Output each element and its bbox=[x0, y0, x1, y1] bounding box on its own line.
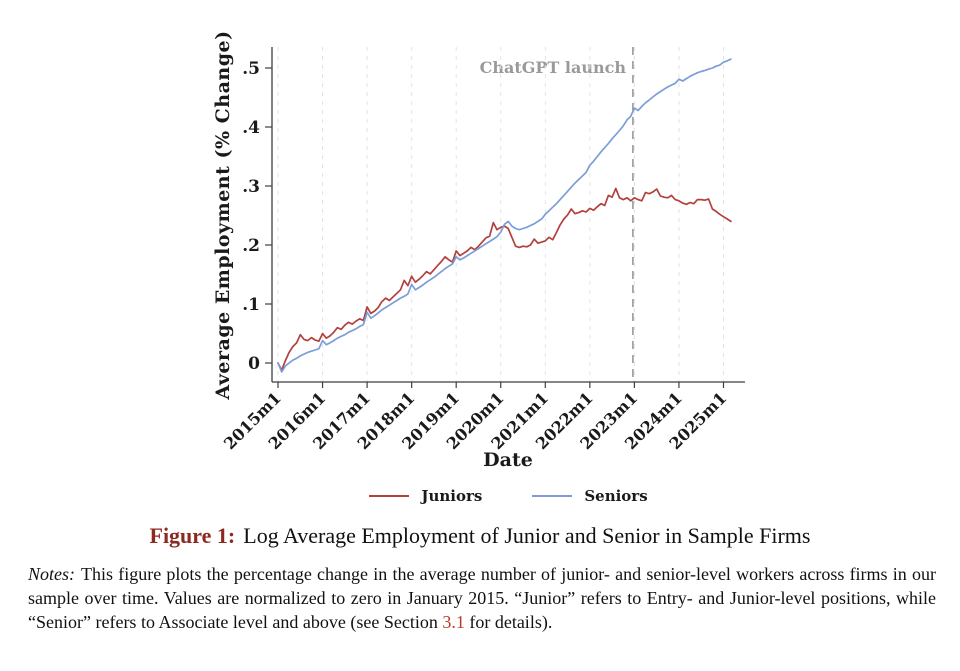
legend-item-seniors: Seniors bbox=[532, 487, 648, 505]
x-axis-title: Date bbox=[483, 449, 533, 471]
y-axis-title: Average Employment (% Change) bbox=[212, 30, 234, 400]
employment-chart: Average Employment (% Change) ChatGPT la… bbox=[212, 30, 745, 471]
figure-notes: Notes: This figure plots the percentage c… bbox=[28, 562, 936, 634]
seniors-line-swatch bbox=[532, 495, 573, 497]
y-tick-label: 0 bbox=[248, 354, 260, 374]
figure-caption-text: Log Average Employment of Junior and Sen… bbox=[243, 523, 811, 548]
legend-item-juniors: Juniors bbox=[369, 487, 482, 505]
chart-legend: Juniors Seniors bbox=[272, 487, 745, 505]
series-line-juniors bbox=[277, 187, 732, 371]
legend-label-seniors: Seniors bbox=[584, 487, 648, 505]
figure-caption: Figure 1: Log Average Employment of Junio… bbox=[0, 523, 960, 549]
section-link[interactable]: 3.1 bbox=[442, 612, 465, 633]
notes-label: Notes: bbox=[28, 564, 75, 584]
y-tick-label: .2 bbox=[242, 236, 260, 256]
notes-text-2: for details). bbox=[464, 612, 553, 633]
y-tick-label: .3 bbox=[242, 177, 260, 197]
chatgpt-launch-label: ChatGPT launch bbox=[480, 58, 627, 77]
notes-text-1: This figure plots the percentage change … bbox=[28, 564, 936, 633]
y-tick-label: .1 bbox=[242, 295, 260, 315]
juniors-line-swatch bbox=[369, 495, 410, 497]
legend-label-juniors: Juniors bbox=[421, 487, 483, 505]
y-tick-label: .5 bbox=[242, 59, 260, 79]
plot-area: 2015m12016m12017m12018m12019m12020m12021… bbox=[220, 47, 745, 453]
figure-caption-label: Figure 1: bbox=[149, 523, 236, 548]
y-tick-label: .4 bbox=[242, 118, 260, 138]
series-line-seniors bbox=[277, 58, 732, 373]
